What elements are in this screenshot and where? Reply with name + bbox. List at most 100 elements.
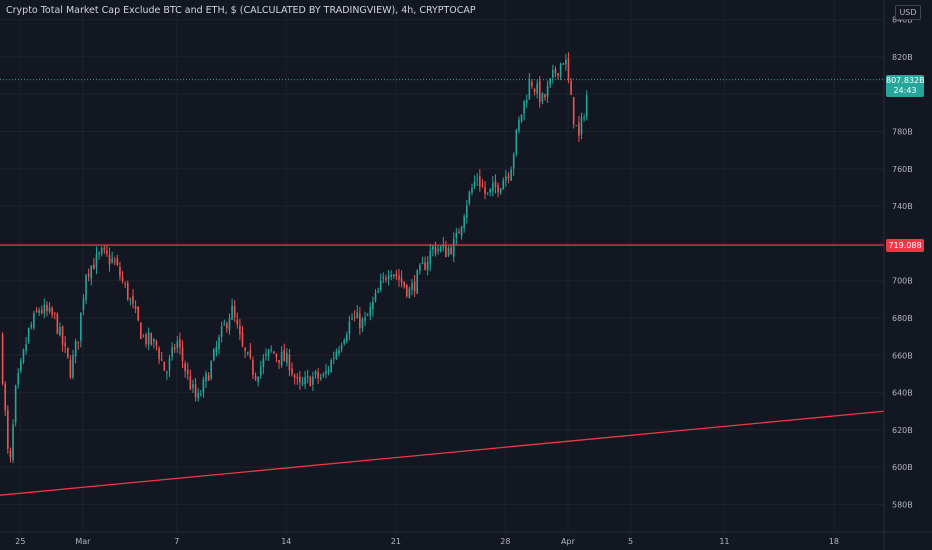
candle-body bbox=[403, 281, 405, 287]
candle-body bbox=[77, 341, 80, 344]
candle-body bbox=[327, 370, 330, 372]
candle-body bbox=[301, 382, 304, 384]
candle-body bbox=[121, 276, 124, 281]
candle-body bbox=[113, 260, 116, 262]
candle-body bbox=[325, 371, 327, 374]
candle-body bbox=[87, 273, 90, 277]
candle-body bbox=[137, 306, 140, 321]
candle-body bbox=[25, 344, 27, 351]
candle-body bbox=[559, 63, 562, 77]
candle-body bbox=[317, 372, 319, 379]
candle-body bbox=[257, 376, 259, 382]
candle-body bbox=[499, 188, 502, 193]
candle-body bbox=[413, 281, 416, 292]
candle-body bbox=[486, 192, 489, 194]
candle-body bbox=[306, 375, 309, 378]
candle-body bbox=[126, 282, 129, 300]
candle-body bbox=[525, 99, 528, 103]
candle-body bbox=[502, 180, 505, 190]
time-tick-label: 7 bbox=[174, 537, 179, 546]
candle-body bbox=[572, 97, 575, 125]
candle-body bbox=[372, 301, 374, 310]
candle-body bbox=[296, 376, 299, 379]
horizontal-level-badge: 719.088 bbox=[886, 239, 924, 252]
candle-body bbox=[223, 323, 226, 326]
chart-grid bbox=[0, 0, 884, 532]
candle-body bbox=[145, 334, 147, 345]
candle-body bbox=[265, 353, 267, 357]
candle-body bbox=[286, 352, 288, 363]
candle-body bbox=[512, 153, 515, 169]
candle-body bbox=[369, 306, 372, 316]
candle-body bbox=[56, 313, 59, 334]
candle-body bbox=[103, 247, 106, 250]
candle-body bbox=[338, 349, 340, 354]
candle-body bbox=[158, 348, 160, 360]
candle-body bbox=[421, 262, 424, 265]
candle-body bbox=[272, 351, 275, 354]
candle-body bbox=[314, 371, 317, 375]
candle-body bbox=[434, 247, 437, 254]
candle-body bbox=[270, 349, 273, 351]
candle-body bbox=[64, 342, 67, 347]
bar-countdown: 24:43 bbox=[893, 86, 917, 95]
candle-body bbox=[210, 361, 213, 379]
candle-body bbox=[262, 358, 265, 367]
candle-body bbox=[155, 341, 158, 346]
candle-body bbox=[439, 246, 442, 252]
candle-body bbox=[30, 324, 33, 328]
candle-body bbox=[254, 375, 257, 380]
candle-body bbox=[192, 384, 194, 388]
candle-body bbox=[132, 295, 134, 304]
time-axis[interactable]: 25 Mar 7 14 21 28 Apr 5 11 18 bbox=[15, 537, 839, 546]
candle-body bbox=[33, 313, 35, 328]
candle-body bbox=[9, 450, 12, 458]
candle-body bbox=[484, 186, 486, 194]
candle-body bbox=[507, 176, 510, 179]
candle-body bbox=[168, 358, 171, 371]
candle-body bbox=[575, 125, 578, 127]
candle-body bbox=[497, 185, 499, 193]
candle-body bbox=[140, 322, 142, 340]
candle-body bbox=[51, 308, 53, 315]
candle-body bbox=[515, 129, 518, 154]
candle-body bbox=[293, 375, 296, 378]
currency-button[interactable]: USD bbox=[895, 5, 921, 20]
candle-body bbox=[244, 347, 246, 352]
candle-body bbox=[518, 119, 520, 132]
trendline[interactable] bbox=[0, 410, 885, 496]
candle-body bbox=[366, 315, 369, 317]
candle-body bbox=[142, 335, 145, 337]
candle-body bbox=[585, 95, 588, 117]
time-tick-label: Apr bbox=[561, 537, 576, 546]
candle-body bbox=[129, 298, 132, 300]
candle-body bbox=[450, 247, 452, 254]
candle-body bbox=[335, 351, 338, 360]
candle-body bbox=[231, 305, 233, 320]
candle-body bbox=[207, 375, 210, 381]
candle-body bbox=[471, 187, 473, 193]
candle-body bbox=[171, 347, 173, 357]
price-tick-label: 660B bbox=[892, 351, 913, 360]
candle-body bbox=[382, 276, 385, 279]
candle-body bbox=[166, 372, 168, 374]
candle-body bbox=[35, 310, 38, 312]
time-tick-label: 28 bbox=[500, 537, 510, 546]
candle-body bbox=[361, 318, 364, 328]
time-tick-label: 18 bbox=[829, 537, 839, 546]
candle-body bbox=[226, 323, 228, 329]
time-tick-label: 21 bbox=[391, 537, 401, 546]
candle-body bbox=[437, 249, 439, 251]
price-tick-label: 820B bbox=[892, 53, 913, 62]
candle-body bbox=[95, 253, 98, 268]
candle-body bbox=[379, 280, 382, 291]
candle-body bbox=[27, 327, 30, 342]
candle-body bbox=[280, 351, 283, 366]
candle-body bbox=[72, 354, 74, 378]
candle-body bbox=[546, 85, 549, 97]
candle-body bbox=[538, 81, 541, 103]
candle-body bbox=[565, 59, 567, 65]
candle-body bbox=[395, 273, 398, 277]
candle-body bbox=[385, 278, 387, 280]
